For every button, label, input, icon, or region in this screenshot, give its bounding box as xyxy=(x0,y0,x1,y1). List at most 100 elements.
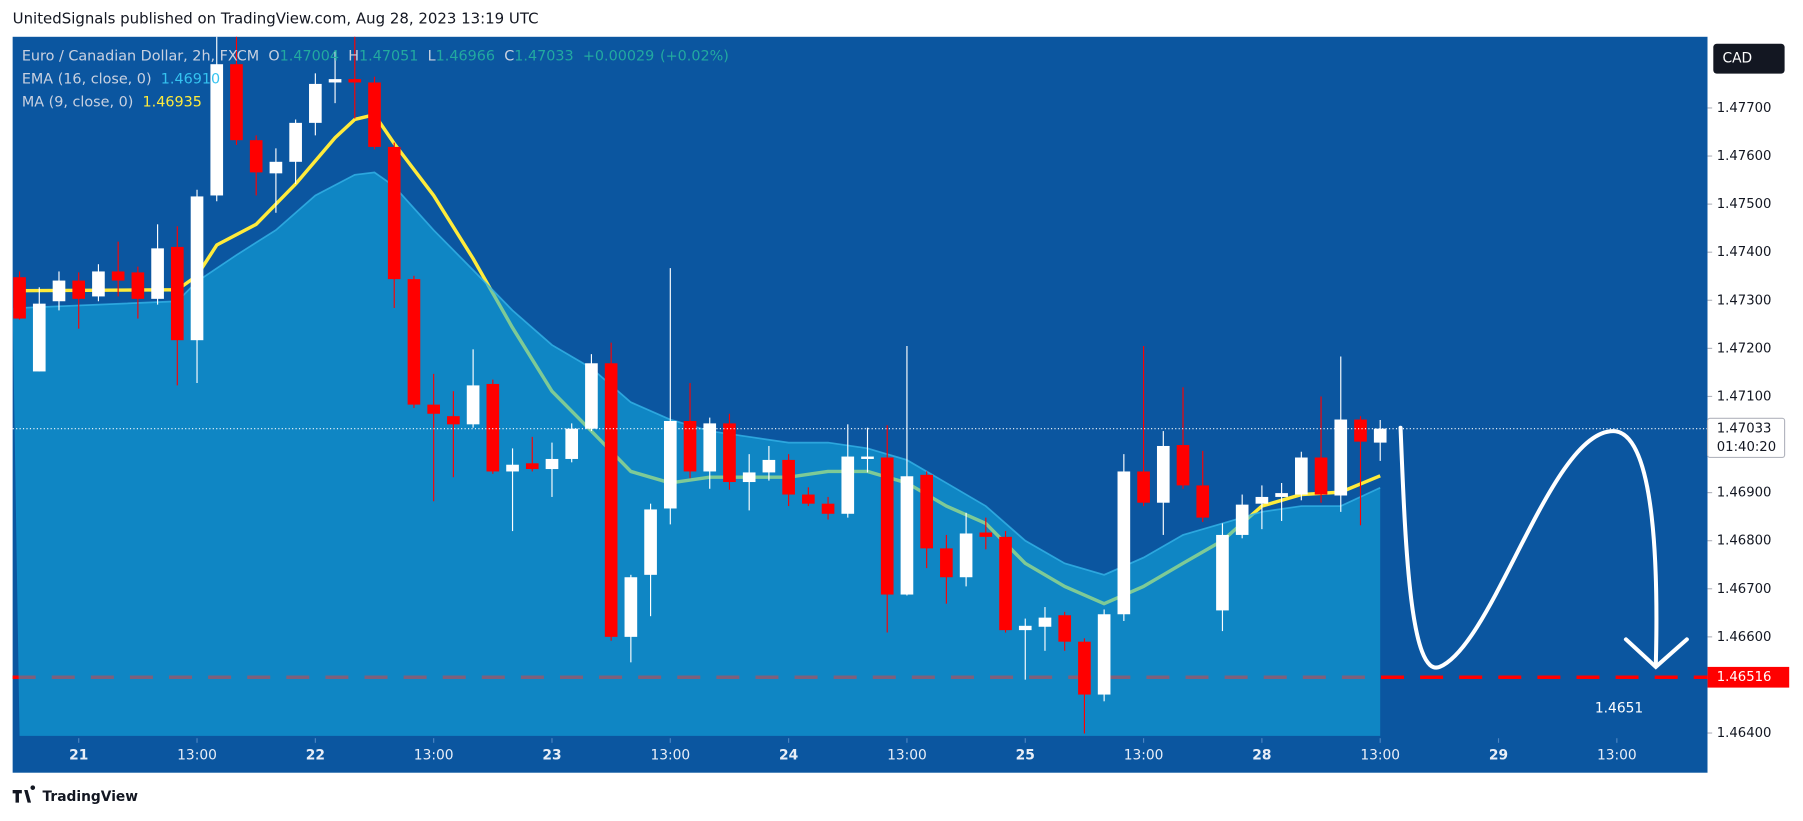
candle-body xyxy=(407,279,421,405)
candle-body xyxy=(1354,419,1367,442)
back-layer xyxy=(12,36,1708,736)
x-tick-label: 13:00 xyxy=(887,747,927,763)
candle-body xyxy=(1235,504,1249,535)
candle-body xyxy=(999,536,1012,631)
x-tick-label: 21 xyxy=(69,747,88,763)
y-tick-label: 1.47700 xyxy=(1717,101,1772,116)
brand-logo: TradingView xyxy=(12,785,139,805)
forecast-arrow xyxy=(1398,425,1659,670)
candle-body xyxy=(1097,614,1111,695)
candle-body xyxy=(525,463,539,470)
candle-body xyxy=(1018,625,1032,631)
y-tick-label: 1.47200 xyxy=(1717,341,1772,356)
y-tick-label: 1.46800 xyxy=(1717,534,1772,549)
candle-body xyxy=(1156,445,1170,503)
candle-body xyxy=(111,271,125,281)
candle-body xyxy=(545,458,559,470)
y-tick-label: 1.46700 xyxy=(1717,582,1772,597)
x-tick-label: 22 xyxy=(306,747,325,763)
candle-body xyxy=(703,423,717,472)
candle-body xyxy=(170,246,184,341)
x-tick-label: 25 xyxy=(1016,747,1035,763)
candle-body xyxy=(644,509,657,575)
candle-body xyxy=(565,428,579,459)
x-tick-label: 13:00 xyxy=(1360,747,1400,763)
candle-body xyxy=(269,161,283,174)
candle-body xyxy=(387,146,401,280)
candle-body xyxy=(13,277,26,319)
candle-body xyxy=(506,464,519,472)
candle-body xyxy=(72,280,86,299)
candle-body xyxy=(1196,485,1210,518)
x-tick-label: 29 xyxy=(1489,747,1508,763)
candle-body xyxy=(230,64,243,141)
candle-body xyxy=(1314,457,1328,495)
low-value: 1.46966 xyxy=(436,48,495,64)
y-tick-label: 1.47400 xyxy=(1717,245,1772,260)
candle-body xyxy=(841,456,855,514)
candle-body xyxy=(1058,615,1072,642)
candle-body xyxy=(368,82,381,147)
x-tick-label: 13:00 xyxy=(1597,747,1637,763)
candle-body xyxy=(959,533,973,578)
candle-body xyxy=(151,248,164,299)
candle-body xyxy=(1038,617,1052,627)
candle-body xyxy=(585,363,598,429)
candle-body xyxy=(663,420,677,509)
legend-ema: EMA (16, close, 0) 1.46910 xyxy=(22,71,220,87)
candle-body xyxy=(821,503,835,514)
ma-last: 1.46935 xyxy=(143,94,202,110)
candle-body xyxy=(427,404,440,414)
candle-body xyxy=(328,79,342,83)
countdown: 01:40:20 xyxy=(1717,440,1776,455)
candle-body xyxy=(92,271,105,297)
candle-body xyxy=(880,457,894,595)
y-tick-label: 1.46400 xyxy=(1717,726,1772,741)
candle-body xyxy=(723,423,736,483)
front-layer: 1.46400 1.46600 1.46700 1.46800 1.46900 1.471… xyxy=(69,101,1790,763)
candle-body xyxy=(1334,419,1348,496)
publish-info: UnitedSignals published on TradingView.c… xyxy=(13,10,539,28)
y-tick-label: 1.47600 xyxy=(1717,149,1772,164)
candle-body xyxy=(309,83,322,123)
last-price-box xyxy=(1706,417,1786,458)
candle-body xyxy=(1373,428,1387,443)
candle-body xyxy=(32,303,46,372)
candle-body xyxy=(1137,471,1150,503)
close-value: 1.47033 xyxy=(514,48,573,64)
candle-body xyxy=(249,140,263,173)
ma-name: MA (9, close, 0) xyxy=(22,94,134,110)
target-annotation: 1.4651 xyxy=(1595,700,1643,716)
candle-body xyxy=(861,456,874,459)
currency: CAD xyxy=(1723,51,1753,67)
candle-body xyxy=(1216,534,1229,611)
high-label: H xyxy=(348,48,359,64)
change-pct: (+0.02%) xyxy=(660,48,729,64)
candle-body xyxy=(1295,457,1308,495)
candle-body xyxy=(289,122,302,162)
last-price-label: 1.47033 xyxy=(1717,422,1772,437)
legend-ma: MA (9, close, 0) 1.46935 xyxy=(22,94,202,110)
ema-name: EMA (16, close, 0) xyxy=(22,71,152,87)
x-tick-label: 23 xyxy=(542,747,561,763)
candle-body xyxy=(466,385,480,425)
logo-icon xyxy=(12,785,36,803)
candle-body xyxy=(131,272,145,299)
y-tick-label: 1.47100 xyxy=(1717,389,1772,404)
candle-body xyxy=(624,577,638,637)
candle-body xyxy=(742,472,756,483)
brand: TradingView xyxy=(43,789,139,805)
open-label: O xyxy=(268,48,279,64)
target-label: 1.46516 xyxy=(1717,670,1772,685)
high-value: 1.47051 xyxy=(359,48,418,64)
x-tick-label: 28 xyxy=(1252,747,1271,763)
x-tick-label: 24 xyxy=(779,747,798,763)
candle-body xyxy=(604,363,618,637)
candle-body xyxy=(52,280,66,302)
candle-body xyxy=(1078,641,1091,695)
close-label: C xyxy=(504,48,514,64)
candle-body xyxy=(190,196,204,341)
ema-last: 1.46910 xyxy=(161,71,220,87)
candle-body xyxy=(1275,493,1288,497)
